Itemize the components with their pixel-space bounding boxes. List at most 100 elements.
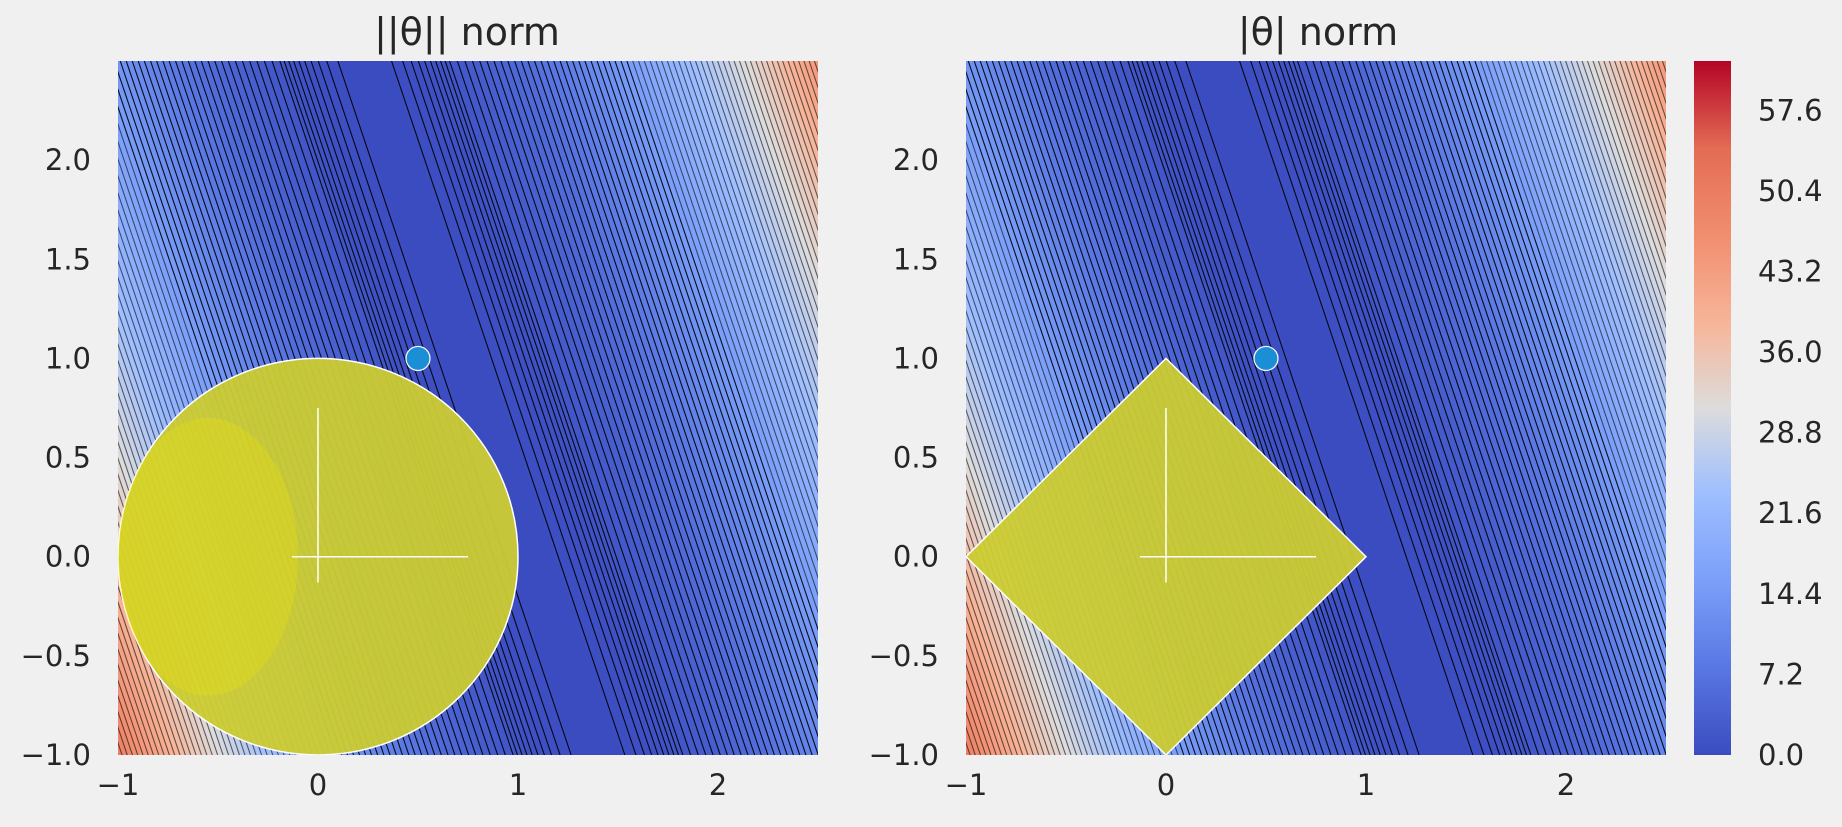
- contour-band: [1665, 21, 1842, 794]
- x-tick-label: −1: [945, 768, 988, 802]
- contour-line: [643, 61, 818, 580]
- contour-line: [402, 61, 637, 755]
- contour-band: [1293, 61, 1531, 755]
- contour-line: [1334, 61, 1569, 755]
- contour-band: [457, 61, 699, 755]
- contour-line: [1614, 61, 1666, 216]
- contour-band: [1355, 61, 1596, 755]
- contour-line: [755, 61, 818, 248]
- contour-band: [486, 61, 728, 755]
- contour-line: [578, 61, 813, 755]
- contour-line: [584, 61, 818, 755]
- contour-field: [966, 21, 1842, 794]
- contour-line: [1312, 61, 1547, 755]
- contour-line: [637, 61, 818, 597]
- contour-line: [1570, 61, 1666, 345]
- contour-line: [966, 456, 1067, 755]
- contour-line: [632, 61, 818, 614]
- y-tick-label: 0.5: [893, 441, 939, 475]
- y-tick-label: −1.0: [21, 738, 91, 772]
- colorbar-gradient: [1694, 61, 1731, 755]
- contour-line: [1491, 61, 1666, 580]
- colorbar-tick-label: 57.6: [1758, 93, 1823, 127]
- contour-line: [493, 61, 728, 755]
- contour-band: [521, 61, 762, 755]
- y-tick-label: −0.5: [869, 639, 939, 673]
- contour-line: [479, 61, 714, 755]
- contour-line: [1283, 61, 1518, 755]
- contour-line: [1432, 61, 1666, 755]
- contour-line: [1656, 61, 1666, 90]
- contour-line: [1368, 61, 1604, 755]
- contour-line: [439, 61, 675, 755]
- panel-l2-plot: −1 0 1 2 −1.0 −0.5 0.0 0.5 1.0 1.5 2.0: [0, 21, 818, 802]
- contour-line: [1619, 61, 1666, 200]
- contour-band: [118, 742, 123, 755]
- contour-line: [1258, 61, 1494, 755]
- contour-line: [540, 61, 775, 755]
- contour-line: [1407, 61, 1643, 755]
- contour-line: [0, 21, 115, 794]
- contour-line: [672, 61, 818, 494]
- contour-band: [1348, 61, 1590, 755]
- contour-line: [1394, 61, 1630, 755]
- contour-band: [560, 61, 800, 755]
- contour-line: [694, 61, 818, 427]
- colorbar-tick-label: 36.0: [1758, 335, 1823, 369]
- contour-band: [1320, 61, 1562, 755]
- y-tick-label: 2.0: [893, 143, 939, 177]
- contour-line: [118, 600, 170, 755]
- contour-band: [1362, 61, 1603, 755]
- contour-line: [1127, 61, 1362, 755]
- contour-band: [1342, 61, 1583, 755]
- contour-line: [1362, 61, 1597, 755]
- contour-line: [966, 647, 1003, 755]
- contour-line: [966, 552, 1034, 755]
- contour-line: [417, 61, 653, 755]
- y-tick-label: 0.0: [893, 540, 939, 574]
- panel-l2-title: ||θ|| norm: [374, 10, 560, 55]
- contour-line: [1520, 61, 1666, 494]
- contour-line: [966, 537, 1040, 755]
- contour-line: [966, 632, 1008, 755]
- contour-band: [534, 61, 775, 755]
- contour-line: [1509, 61, 1666, 528]
- contour-line: [782, 61, 818, 168]
- contour-line: [0, 21, 120, 794]
- contour-band: [1389, 61, 1629, 755]
- contour-line: [435, 61, 670, 755]
- contour-band: [1651, 61, 1666, 103]
- contour-line: [966, 472, 1061, 755]
- contour-band: [566, 61, 806, 755]
- contour-line: [0, 21, 99, 794]
- contour-line: [590, 61, 818, 738]
- contour-band: [1414, 61, 1654, 755]
- contour-band: [0, 21, 110, 794]
- contour-line: [1592, 61, 1666, 280]
- contour-line: [966, 391, 1089, 755]
- contour-band: [514, 61, 755, 755]
- contour-line: [1277, 61, 1513, 755]
- contour-line: [0, 21, 89, 794]
- contour-line: [733, 61, 818, 313]
- contour-band: [1312, 61, 1554, 755]
- contour-line: [1514, 61, 1666, 511]
- contour-line: [0, 21, 69, 794]
- panel-l1-plot: −1 0 1 2 −1.0 −0.5 0.0 0.5 1.0 1.5 2.0: [869, 21, 1842, 802]
- panel-l2: ||θ|| norm −1 0 1 2 −1.0 −0.5 0.0 0.5 1.0 1.5 2.0: [0, 10, 818, 802]
- contour-line: [1468, 61, 1666, 649]
- contour-line: [1272, 61, 1507, 755]
- contour-line: [649, 61, 818, 563]
- contour-line: [559, 61, 795, 755]
- contour-line: [1651, 61, 1666, 105]
- contour-line: [966, 375, 1094, 755]
- contour-line: [1565, 61, 1666, 362]
- contour-line: [1542, 61, 1666, 427]
- contour-line: [0, 21, 84, 794]
- contour-line: [1296, 61, 1532, 755]
- contour-line: [118, 741, 123, 755]
- colorbar-tick-label: 28.8: [1758, 416, 1823, 450]
- contour-line: [1526, 61, 1666, 478]
- contour-line: [1654, 21, 1842, 794]
- contour-band: [507, 61, 748, 755]
